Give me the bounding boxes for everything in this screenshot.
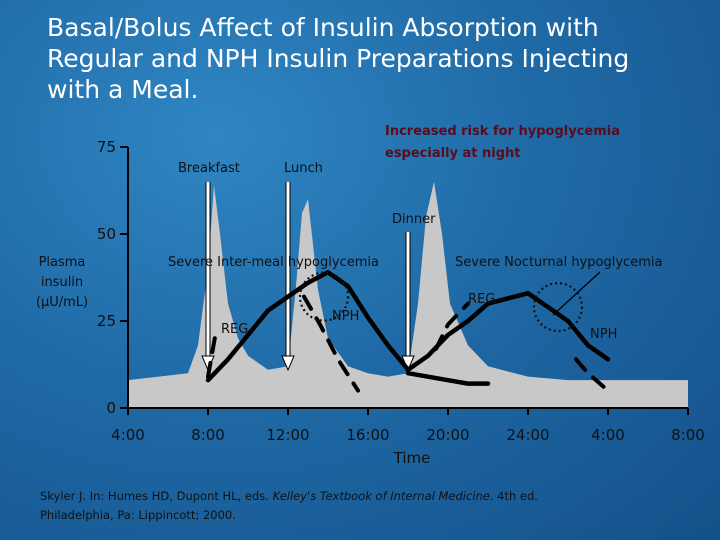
dinner-label: Dinner — [392, 212, 436, 227]
ylabel-line1: Plasma — [39, 255, 86, 270]
citation-line1: Skyler J. In: Humes HD, Dupont HL, eds. … — [40, 489, 538, 503]
reg-label-right: REG — [468, 292, 495, 307]
ylabel-line3: (µU/mL) — [36, 295, 88, 310]
reg-label-left: REG — [221, 322, 248, 337]
chart-labels: 0 25 50 75 4:00 8:00 12:00 16:00 20:00 24:00 4:00 8… — [97, 138, 705, 444]
hypoglycemia-circles — [298, 271, 601, 333]
physiologic-insulin-area — [128, 181, 688, 408]
nocturnal-pointer-line — [552, 271, 601, 316]
series-morning-decline — [206, 329, 218, 379]
x-tick-label-1: 8:00 — [191, 426, 225, 444]
hypoglycemia-circle-1 — [298, 271, 350, 322]
lunch-label: Lunch — [284, 161, 323, 176]
series-rise-after-dinner — [434, 301, 470, 351]
injection-arrow-lunch — [281, 182, 295, 372]
y-tick-label-50: 50 — [97, 225, 116, 243]
area-layer — [128, 181, 688, 408]
x-tick-label-5: 24:00 — [506, 426, 549, 444]
y-tick-label-0: 0 — [106, 399, 116, 417]
ylabel-line2: insulin — [41, 275, 83, 290]
x-tick-label-4: 20:00 — [426, 426, 469, 444]
citation-line2: Philadelphia, Pa: Lippincott; 2000. — [40, 508, 236, 522]
series-regular-insulin-dinner-dose- — [405, 370, 491, 386]
x-tick-label-2: 12:00 — [266, 426, 309, 444]
nph-label-right: NPH — [590, 327, 617, 342]
series-nph — [525, 290, 611, 362]
series-layer — [205, 270, 611, 393]
nph-label-mid: NPH — [332, 309, 359, 324]
injection-arrow-breakfast — [201, 182, 215, 372]
risk-label-line2: especially at night — [385, 146, 521, 161]
injection-arrows — [201, 182, 415, 372]
x-tick-label-0: 4:00 — [111, 426, 145, 444]
slide-title: Basal/Bolus Affect of Insulin Absorption… — [47, 13, 630, 104]
y-tick-label-25: 25 — [97, 312, 116, 330]
series-reg — [205, 270, 531, 383]
series-nph-decline-day- — [302, 294, 360, 393]
severe-nocturnal-label: Severe Nocturnal hypoglycemia — [455, 255, 662, 270]
x-tick-label-3: 16:00 — [346, 426, 389, 444]
y-tick-label-75: 75 — [97, 138, 116, 156]
xlabel-time: Time — [393, 449, 431, 467]
axes — [120, 146, 689, 415]
hypoglycemia-circle-2 — [532, 281, 584, 333]
series-reg-decline-night- — [574, 357, 606, 390]
x-tick-label-7: 8:00 — [671, 426, 705, 444]
risk-label-line1: Increased risk for hypoglycemia — [385, 124, 620, 139]
x-tick-label-6: 4:00 — [591, 426, 625, 444]
severe-intermeal-label: Severe Inter-meal hypoglycemia — [168, 255, 379, 270]
breakfast-label: Breakfast — [178, 161, 240, 176]
